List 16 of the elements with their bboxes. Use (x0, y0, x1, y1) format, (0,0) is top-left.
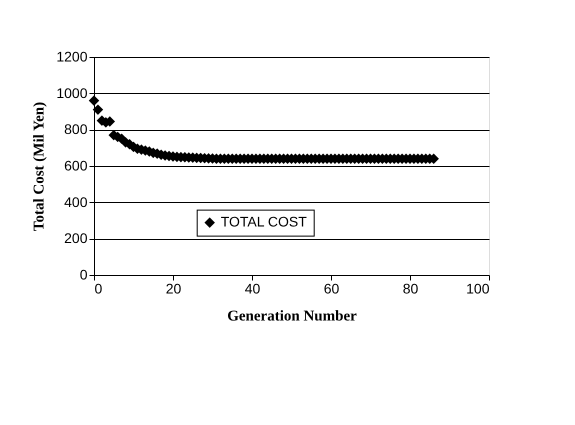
x-tick-label: 0 (94, 280, 102, 296)
y-tick-label: 600 (64, 158, 88, 174)
y-axis-title: Total Cost (Mil Yen) (31, 102, 48, 232)
x-tick-label: 40 (244, 280, 260, 296)
y-tick-label: 400 (64, 194, 88, 210)
y-tick-label: 1000 (56, 84, 88, 101)
x-tick-label: 100 (466, 280, 490, 296)
y-tick-label: 800 (64, 121, 88, 138)
y-tick-label: 1200 (56, 48, 88, 64)
x-tick-label: 20 (166, 280, 182, 296)
legend-label: TOTAL COST (220, 214, 308, 230)
x-axis-title: Generation Number (227, 308, 358, 324)
y-tick-label: 0 (80, 266, 88, 282)
x-tick-label: 60 (324, 280, 340, 296)
y-tick-label: 200 (64, 230, 88, 246)
x-tick-label: 80 (402, 280, 418, 296)
